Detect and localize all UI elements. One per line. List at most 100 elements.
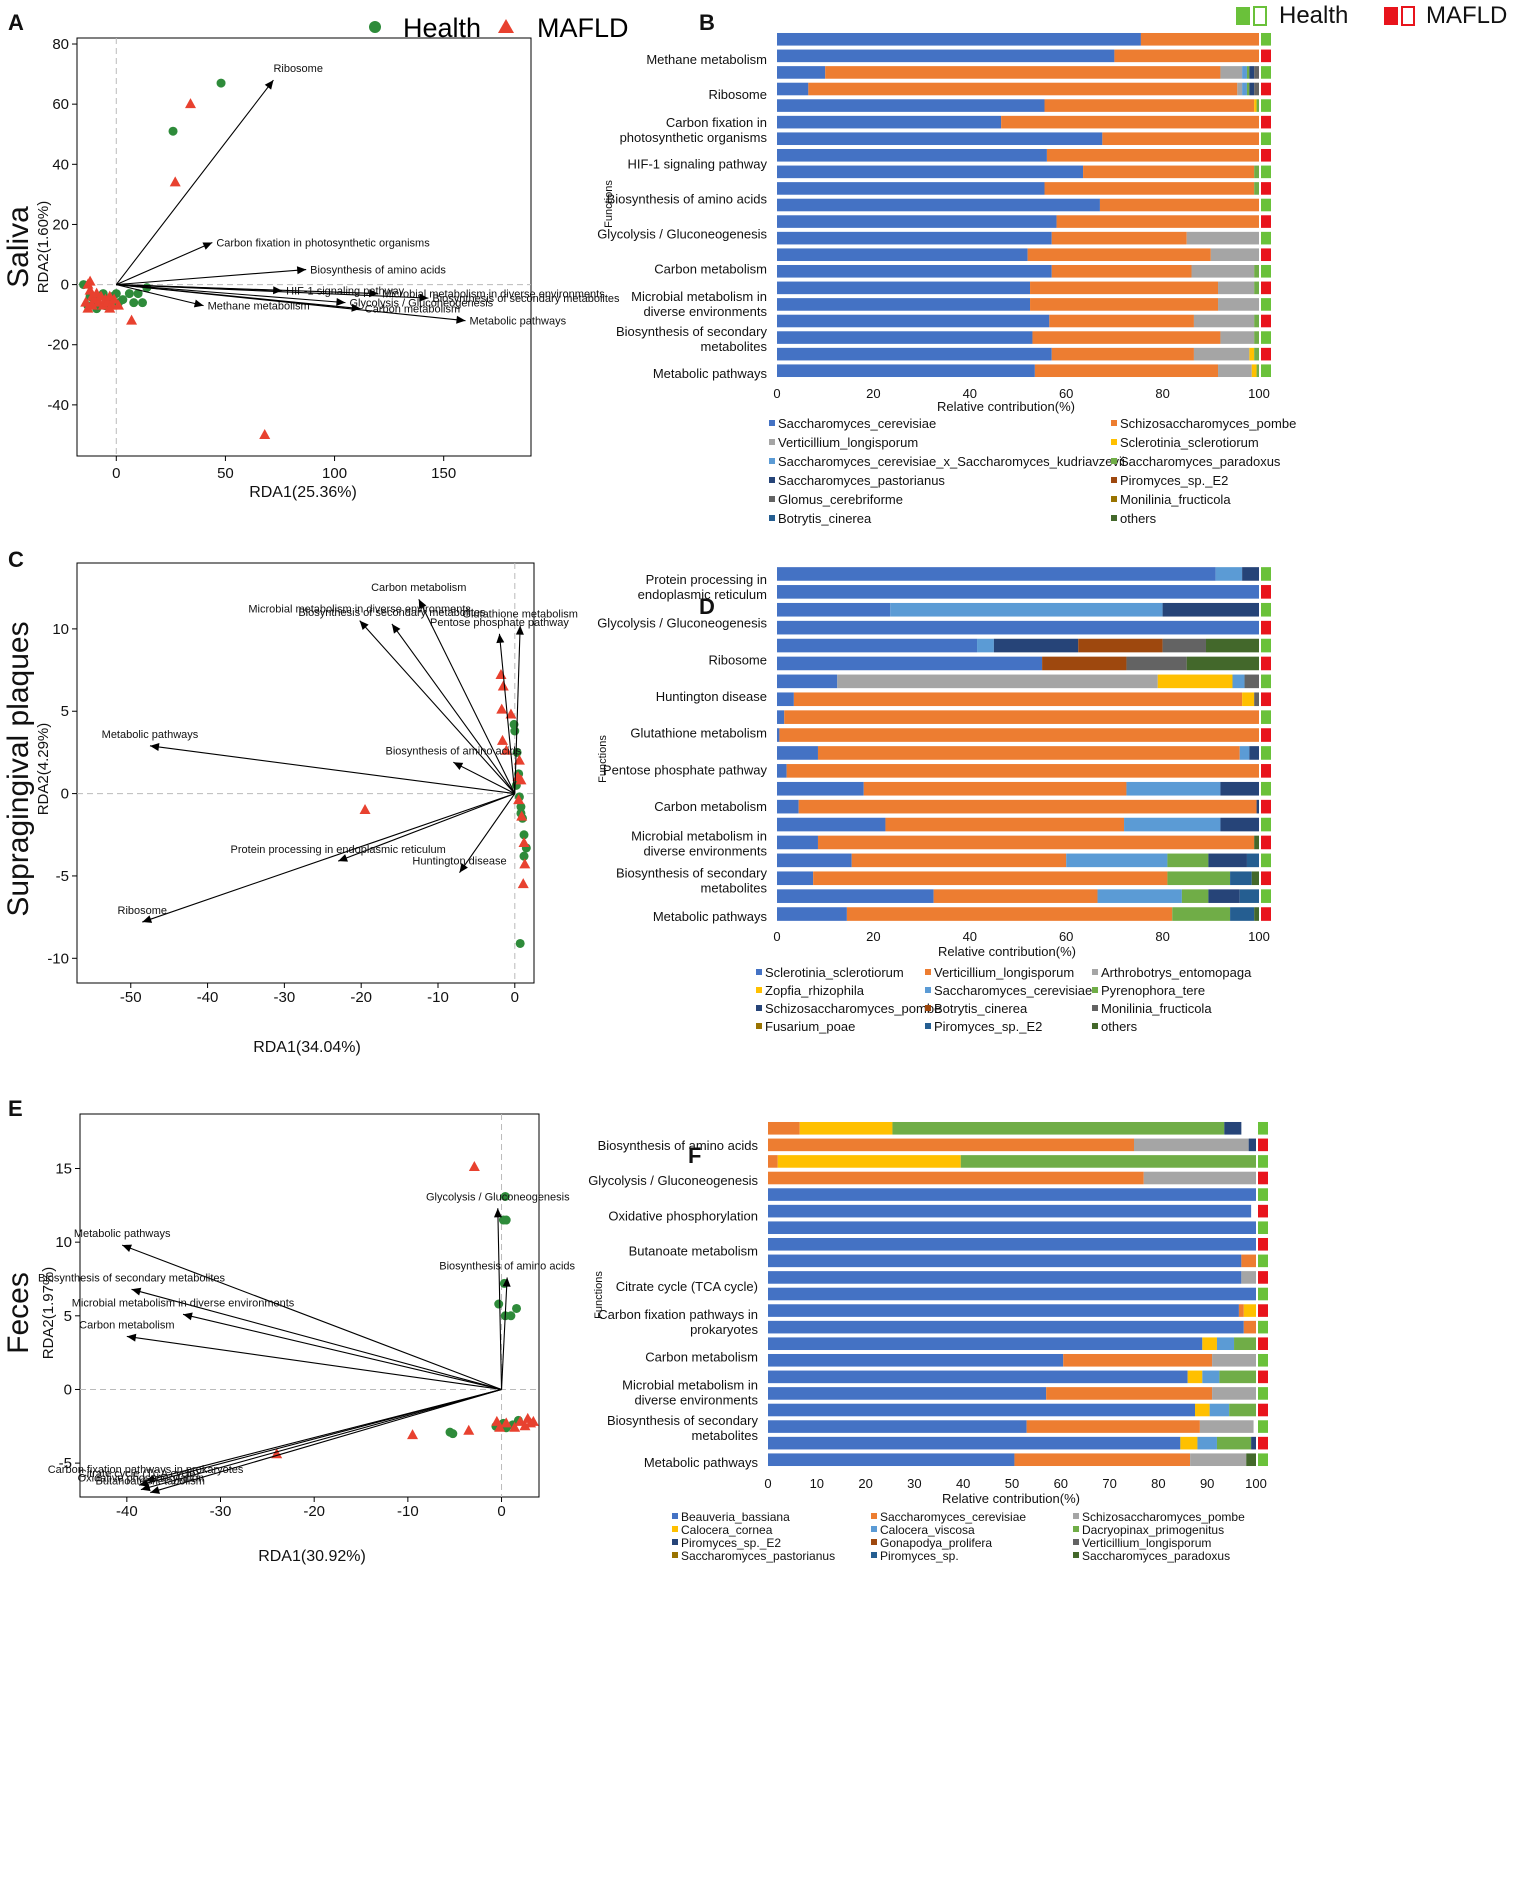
arrow-head <box>391 623 401 634</box>
loading-arrow <box>337 793 515 862</box>
group-indicator <box>1261 314 1271 328</box>
mafld-point <box>496 703 508 714</box>
group-indicator <box>1261 871 1271 886</box>
bar-segment <box>777 764 787 778</box>
bar-segment <box>777 602 891 617</box>
bar-segment <box>837 674 1158 689</box>
bar-segment <box>1242 66 1247 79</box>
x-axis-label: Relative contribution(%) <box>937 399 1075 414</box>
bar-segment <box>1254 66 1259 79</box>
bar-segment <box>1126 781 1221 796</box>
function-label: Biosynthesis of secondary metabolites <box>616 865 768 895</box>
y-tick-label: -5 <box>59 1455 72 1472</box>
legend-species-label: Pyrenophora_tere <box>1101 983 1205 998</box>
bar-segment <box>777 82 809 96</box>
bar-segment <box>1254 907 1259 921</box>
bar-segment <box>977 638 994 653</box>
legend-swatch <box>1092 969 1098 975</box>
bar-segment <box>768 1420 1027 1433</box>
arrow-label: Microbial metabolism in diverse environm… <box>72 1297 295 1309</box>
bar-segment <box>1193 314 1255 328</box>
loading-arrow <box>498 633 516 794</box>
function-label-line: metabolites <box>701 880 768 895</box>
bar-segment <box>1220 781 1259 796</box>
group-indicator <box>1261 281 1271 295</box>
health-point <box>510 726 520 736</box>
x-tick-label: -20 <box>303 1503 325 1520</box>
legend-health-outline <box>1253 6 1267 26</box>
y-axis-label: RDA2(1.97%) <box>40 1267 57 1360</box>
arrow-head <box>202 242 213 250</box>
bar-segment <box>768 1121 800 1135</box>
legend-species-label: Saccharomyces_cerevisiae <box>934 983 1092 998</box>
legend-swatch <box>871 1552 877 1558</box>
bar-segment <box>1134 1138 1249 1152</box>
x-axis-label: RDA1(30.92%) <box>258 1548 366 1565</box>
arrow-label: Protein processing in endoplasmic reticu… <box>231 844 446 856</box>
legend-swatch <box>672 1526 678 1532</box>
group-indicator <box>1261 331 1271 344</box>
mafld-point <box>104 302 116 313</box>
group-indicator <box>1258 1304 1268 1317</box>
bar-segment <box>768 1453 1015 1467</box>
x-tick-label: 40 <box>956 1476 970 1491</box>
bar-segment <box>1181 889 1209 903</box>
mafld-point <box>494 1421 506 1432</box>
arrow-head <box>515 625 524 635</box>
loading-arrow <box>115 79 274 285</box>
arrow-head <box>338 854 348 862</box>
bar-segment <box>777 853 852 868</box>
bar-segment <box>777 215 1057 228</box>
x-axis-label: Relative contribution(%) <box>938 944 1076 959</box>
bar-segment <box>777 728 780 742</box>
y-axis-label: RDA2(1.60%) <box>35 201 52 294</box>
health-point <box>512 1303 522 1313</box>
arrow-label: Ribosome <box>273 63 323 75</box>
group-indicator <box>1258 1436 1268 1450</box>
group-indicator <box>1258 1420 1268 1433</box>
legend-swatch <box>925 1005 931 1011</box>
bar-segment <box>808 82 1238 96</box>
bar-segment <box>846 907 1173 921</box>
x-tick-label: 100 <box>1245 1476 1267 1491</box>
bar-segment <box>1232 674 1245 689</box>
bar-segment <box>1212 1387 1256 1400</box>
group-indicator <box>1258 1320 1268 1334</box>
group-indicator <box>1258 1155 1268 1168</box>
function-label-line: HIF-1 signaling pathway <box>628 157 768 172</box>
function-label-line: Huntington disease <box>656 689 767 704</box>
bar-segment <box>768 1353 1064 1367</box>
bar-segment <box>1172 907 1231 921</box>
y-tick-label: 10 <box>55 1234 72 1251</box>
function-label-line: Glycolysis / Gluconeogenesis <box>597 226 767 241</box>
bar-segment <box>777 281 1031 295</box>
bar-segment <box>1251 871 1259 886</box>
legend-species-label: Piromyces_sp._E2 <box>1120 473 1228 488</box>
bar-segment <box>1083 165 1255 179</box>
arrow-head <box>296 266 307 275</box>
x-tick-label: 0 <box>112 465 120 482</box>
loading-arrow <box>149 745 515 795</box>
health-point <box>516 802 526 812</box>
mafld-point <box>185 98 196 109</box>
arrow-label: Glycolysis / Gluconeogenesis <box>349 298 493 310</box>
bar-segment <box>1210 248 1259 262</box>
x-tick-label: 20 <box>866 929 880 944</box>
bar-segment <box>777 32 1141 46</box>
bar-segment <box>777 231 1052 245</box>
mafld-point <box>500 1417 512 1428</box>
legend-mafld-box <box>1384 7 1398 25</box>
bar-segment <box>1046 148 1259 162</box>
bar-segment <box>1046 1387 1213 1400</box>
panel-b: B Health MAFLD Methane metabolism Ribosome Ca… <box>597 2 1507 526</box>
function-label-line: diverse environments <box>634 1393 758 1408</box>
bar-segment <box>1202 1337 1217 1351</box>
bar-segment <box>1199 1420 1254 1433</box>
loading-arrow <box>116 241 213 286</box>
bar-segment <box>1256 99 1259 112</box>
bar-segment <box>768 1254 1242 1268</box>
arrow-head <box>418 599 427 610</box>
legend-species-label: Piromyces_sp._E2 <box>934 1019 1042 1034</box>
function-label-line: Biosynthesis of amino acids <box>598 1138 759 1153</box>
group-indicator <box>1261 799 1271 814</box>
